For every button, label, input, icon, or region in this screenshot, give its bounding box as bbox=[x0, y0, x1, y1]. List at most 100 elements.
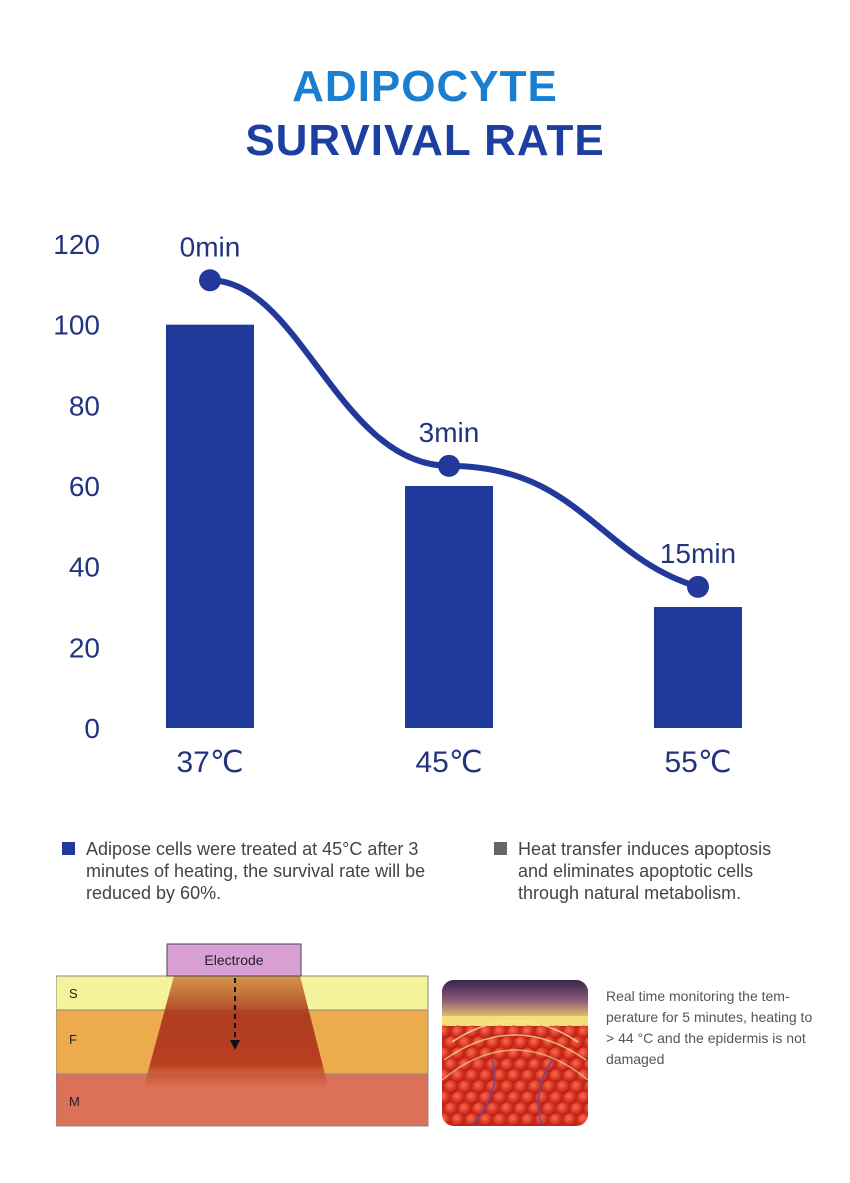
fat-cell bbox=[472, 1058, 486, 1072]
layer-label-s: S bbox=[69, 986, 78, 1001]
fat-cell bbox=[514, 1036, 528, 1050]
fat-cell bbox=[584, 1059, 588, 1071]
fat-cell bbox=[535, 1113, 549, 1126]
fat-cell bbox=[570, 1102, 584, 1116]
fat-cell bbox=[465, 1091, 479, 1105]
fat-cell bbox=[514, 1080, 528, 1094]
x-tick-label-2: 45℃ bbox=[415, 746, 482, 779]
heating-illustration bbox=[442, 980, 588, 1126]
fat-cell bbox=[442, 1091, 451, 1105]
heat-zone bbox=[144, 976, 328, 1086]
fat-cell bbox=[493, 1047, 507, 1061]
bar-3 bbox=[654, 607, 742, 728]
y-tick-label-60: 60 bbox=[69, 471, 100, 502]
fat-cell bbox=[507, 1113, 521, 1126]
fat-cell bbox=[451, 1069, 465, 1083]
curve-point-3 bbox=[687, 575, 709, 598]
fat-cell bbox=[451, 1091, 465, 1105]
fat-cell bbox=[465, 1069, 479, 1083]
note-left: Adipose cells were treated at 45°C after… bbox=[62, 838, 442, 904]
fat-cell bbox=[444, 1102, 458, 1116]
fat-cell bbox=[549, 1091, 563, 1105]
fat-cell bbox=[535, 1025, 549, 1039]
fat-cell bbox=[521, 1091, 535, 1105]
fat-cell bbox=[584, 1103, 588, 1115]
electrode bbox=[166, 943, 302, 977]
x-tick-label-1: 37℃ bbox=[176, 746, 243, 779]
fat-cell bbox=[577, 1091, 588, 1105]
fat-cell bbox=[514, 1102, 528, 1116]
fat-cell bbox=[549, 1113, 563, 1126]
fat-cell bbox=[442, 1025, 451, 1039]
fat-cell bbox=[521, 1047, 535, 1061]
gray-bullet bbox=[494, 842, 507, 855]
fat-cell bbox=[486, 1102, 500, 1116]
fat-cell bbox=[493, 1113, 507, 1126]
fat-cell bbox=[556, 1036, 570, 1050]
time-label-1: 0min bbox=[180, 231, 241, 262]
fat-cell bbox=[444, 1036, 458, 1050]
layer-label-m: M bbox=[69, 1094, 80, 1109]
fat-cell bbox=[500, 1080, 514, 1094]
fat-cell bbox=[570, 1058, 584, 1072]
time-label-3: 15min bbox=[660, 538, 736, 569]
fat-cell bbox=[563, 1091, 577, 1105]
caption-text: Real time monitoring the tem-perature fo… bbox=[606, 988, 813, 1067]
fat-cell bbox=[479, 1113, 493, 1126]
fat-cell bbox=[500, 1036, 514, 1050]
fat-cell bbox=[563, 1069, 577, 1083]
fat-cell bbox=[542, 1102, 556, 1116]
fat-cell bbox=[458, 1058, 472, 1072]
fat-cell bbox=[451, 1113, 465, 1126]
y-tick-label-0: 0 bbox=[84, 713, 100, 744]
fat-cell bbox=[549, 1047, 563, 1061]
fat-cell bbox=[556, 1080, 570, 1094]
fat-cell bbox=[493, 1069, 507, 1083]
fat-cell bbox=[563, 1113, 577, 1126]
fat-cell bbox=[577, 1047, 588, 1061]
fat-cell bbox=[479, 1069, 493, 1083]
fat-cell bbox=[465, 1047, 479, 1061]
note-right: Heat transfer induces apoptosis and elim… bbox=[494, 838, 794, 904]
survival-rate-chart: 0 20 40 60 80 100 120 37℃ 45℃ 55℃ 0min 3min 15min bbox=[53, 229, 742, 779]
fat-cell bbox=[500, 1058, 514, 1072]
title-line-2: SURVIVAL RATE bbox=[245, 116, 605, 165]
fat-cell bbox=[472, 1080, 486, 1094]
fat-cell bbox=[458, 1102, 472, 1116]
electrode-label: Electrode bbox=[204, 952, 263, 968]
fat-cell bbox=[556, 1102, 570, 1116]
arrow-head-icon bbox=[230, 1040, 240, 1050]
fat-cell bbox=[577, 1025, 588, 1039]
y-tick-label-100: 100 bbox=[53, 310, 100, 341]
fat-cell bbox=[479, 1025, 493, 1039]
title-line-1: ADIPOCYTE bbox=[292, 62, 558, 111]
x-tick-label-3: 55℃ bbox=[664, 746, 731, 779]
fat-cell bbox=[507, 1091, 521, 1105]
fat-cell bbox=[465, 1025, 479, 1039]
skin-layer-diagram: Electrode S F M bbox=[56, 943, 429, 1127]
fat-cell bbox=[507, 1025, 521, 1039]
fat-cell bbox=[528, 1080, 542, 1094]
curve-point-1 bbox=[199, 269, 221, 292]
fat-cell bbox=[507, 1069, 521, 1083]
curve-point-2 bbox=[438, 454, 460, 477]
y-tick-label-80: 80 bbox=[69, 390, 100, 421]
fat-cell bbox=[528, 1058, 542, 1072]
fat-cell bbox=[451, 1025, 465, 1039]
fat-cell bbox=[549, 1069, 563, 1083]
fat-cell bbox=[451, 1047, 465, 1061]
y-tick-label-40: 40 bbox=[69, 552, 100, 583]
bar-2 bbox=[405, 486, 493, 728]
time-label-2: 3min bbox=[419, 417, 480, 448]
y-tick-label-120: 120 bbox=[53, 229, 100, 260]
fat-cell bbox=[444, 1080, 458, 1094]
fat-cell bbox=[514, 1058, 528, 1072]
fat-cell bbox=[535, 1091, 549, 1105]
fat-cell bbox=[542, 1080, 556, 1094]
layer-label-f: F bbox=[69, 1032, 77, 1047]
chart-title: ADIPOCYTE SURVIVAL RATE bbox=[0, 60, 850, 168]
fat-cell bbox=[500, 1102, 514, 1116]
fat-cell bbox=[563, 1047, 577, 1061]
y-tick-label-20: 20 bbox=[69, 632, 100, 663]
fat-cell bbox=[521, 1069, 535, 1083]
